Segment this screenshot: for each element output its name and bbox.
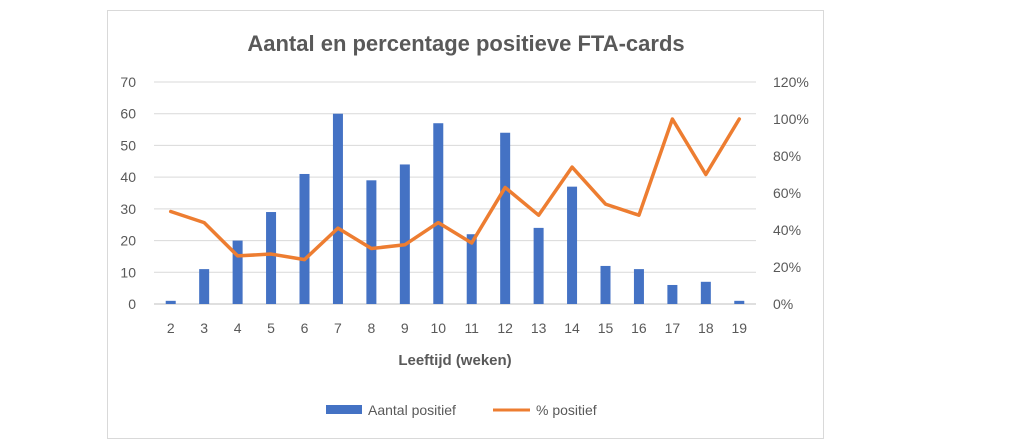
bar <box>165 300 176 304</box>
bar <box>366 180 377 304</box>
right-tick-label: 60% <box>773 185 801 201</box>
line-series <box>168 117 742 262</box>
bar <box>533 227 544 304</box>
left-tick-label: 70 <box>120 74 136 90</box>
left-tick-label: 50 <box>120 137 136 153</box>
x-tick-label: 2 <box>167 320 175 336</box>
x-tick-label: 3 <box>200 320 208 336</box>
bar <box>433 123 444 304</box>
bar <box>633 269 644 304</box>
x-tick-label: 14 <box>564 320 580 336</box>
right-tick-label: 0% <box>773 296 793 312</box>
x-tick-label: 11 <box>464 320 479 336</box>
bar <box>667 284 678 304</box>
x-tick-label: 12 <box>497 320 513 336</box>
left-tick-label: 20 <box>120 233 136 249</box>
bar <box>734 300 745 304</box>
x-tick-label: 7 <box>334 320 342 336</box>
x-axis-title: Leeftijd (weken) <box>398 352 511 369</box>
x-tick-label: 10 <box>430 320 446 336</box>
left-tick-label: 60 <box>120 106 136 122</box>
x-axis: 2 3 4 5 6 7 8 9 10 11 12 13 14 15 16 17 18 19 <box>167 320 747 336</box>
left-tick-label: 10 <box>120 264 136 280</box>
bar <box>199 269 210 304</box>
bar-series <box>165 113 745 304</box>
x-tick-label: 16 <box>631 320 647 336</box>
legend-label-bars: Aantal positief <box>368 402 456 418</box>
legend-label-line: % positief <box>536 402 597 418</box>
right-tick-label: 80% <box>773 148 801 164</box>
legend-swatch-bars <box>326 405 362 414</box>
right-axis: 0% 20% 40% 60% 80% 100% 120% <box>773 74 809 312</box>
x-tick-label: 4 <box>234 320 242 336</box>
bar <box>299 173 310 304</box>
x-tick-label: 6 <box>301 320 309 336</box>
right-tick-label: 40% <box>773 222 801 238</box>
gridlines <box>154 81 756 305</box>
x-tick-label: 19 <box>731 320 747 336</box>
x-tick-label: 5 <box>267 320 275 336</box>
x-tick-label: 13 <box>531 320 547 336</box>
bar <box>466 234 477 304</box>
x-tick-label: 15 <box>598 320 614 336</box>
left-axis: 0 10 20 30 40 50 60 70 <box>120 74 136 312</box>
line-path <box>168 117 742 262</box>
bar <box>399 164 410 304</box>
bar <box>266 212 277 304</box>
bar <box>600 265 611 304</box>
x-tick-label: 17 <box>665 320 681 336</box>
x-tick-label: 9 <box>401 320 409 336</box>
left-tick-label: 0 <box>128 296 136 312</box>
bar <box>232 240 243 304</box>
bar <box>500 132 511 304</box>
left-tick-label: 30 <box>120 201 136 217</box>
chart-title: Aantal en percentage positieve FTA-cards <box>247 31 684 56</box>
right-tick-label: 100% <box>773 111 809 127</box>
x-tick-label: 8 <box>367 320 375 336</box>
bar <box>567 186 578 304</box>
x-tick-label: 18 <box>698 320 714 336</box>
legend: Aantal positief % positief <box>326 402 597 418</box>
right-tick-label: 20% <box>773 259 801 275</box>
bar <box>332 113 343 304</box>
right-tick-label: 120% <box>773 74 809 90</box>
bar <box>700 281 711 304</box>
left-tick-label: 40 <box>120 169 136 185</box>
